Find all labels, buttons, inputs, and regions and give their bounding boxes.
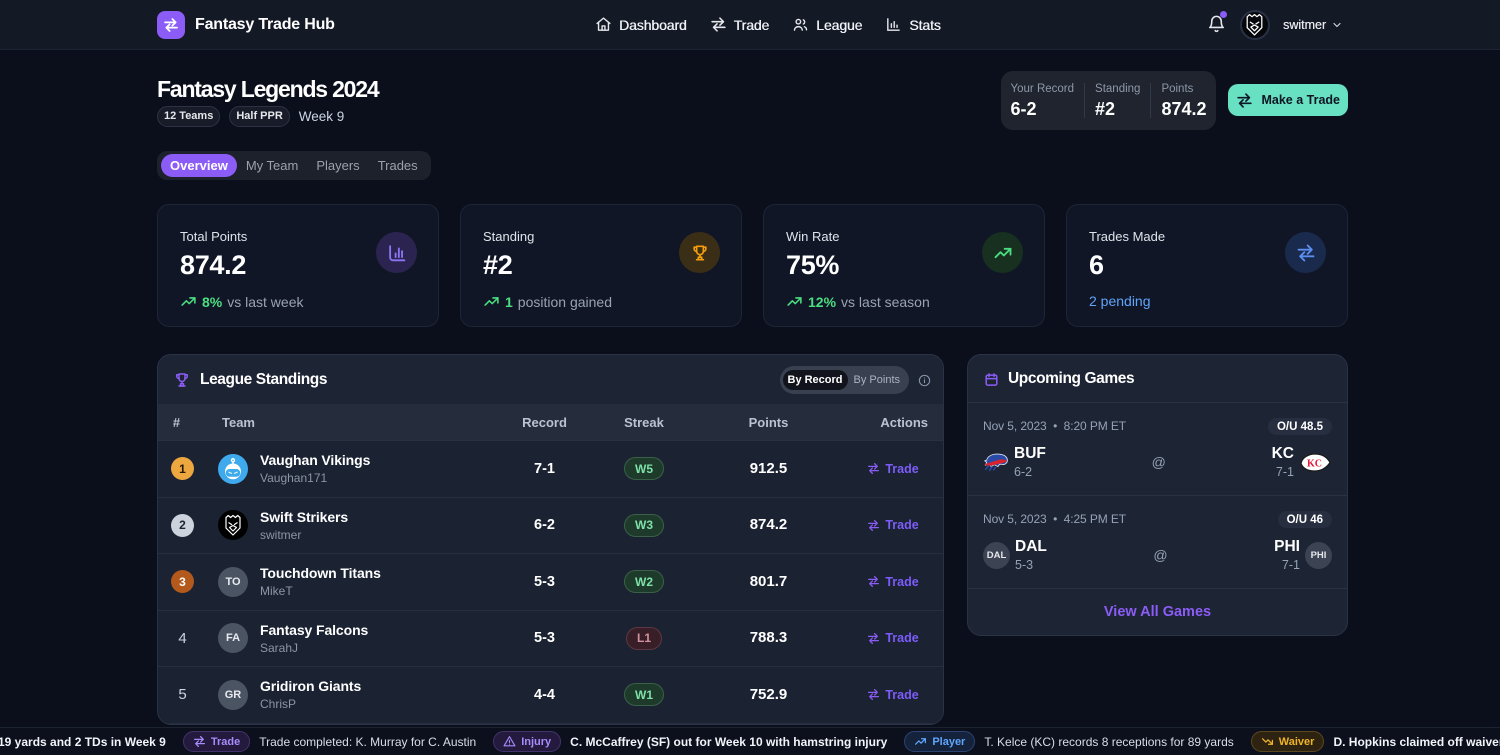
- svg-text:KC: KC: [1307, 458, 1322, 469]
